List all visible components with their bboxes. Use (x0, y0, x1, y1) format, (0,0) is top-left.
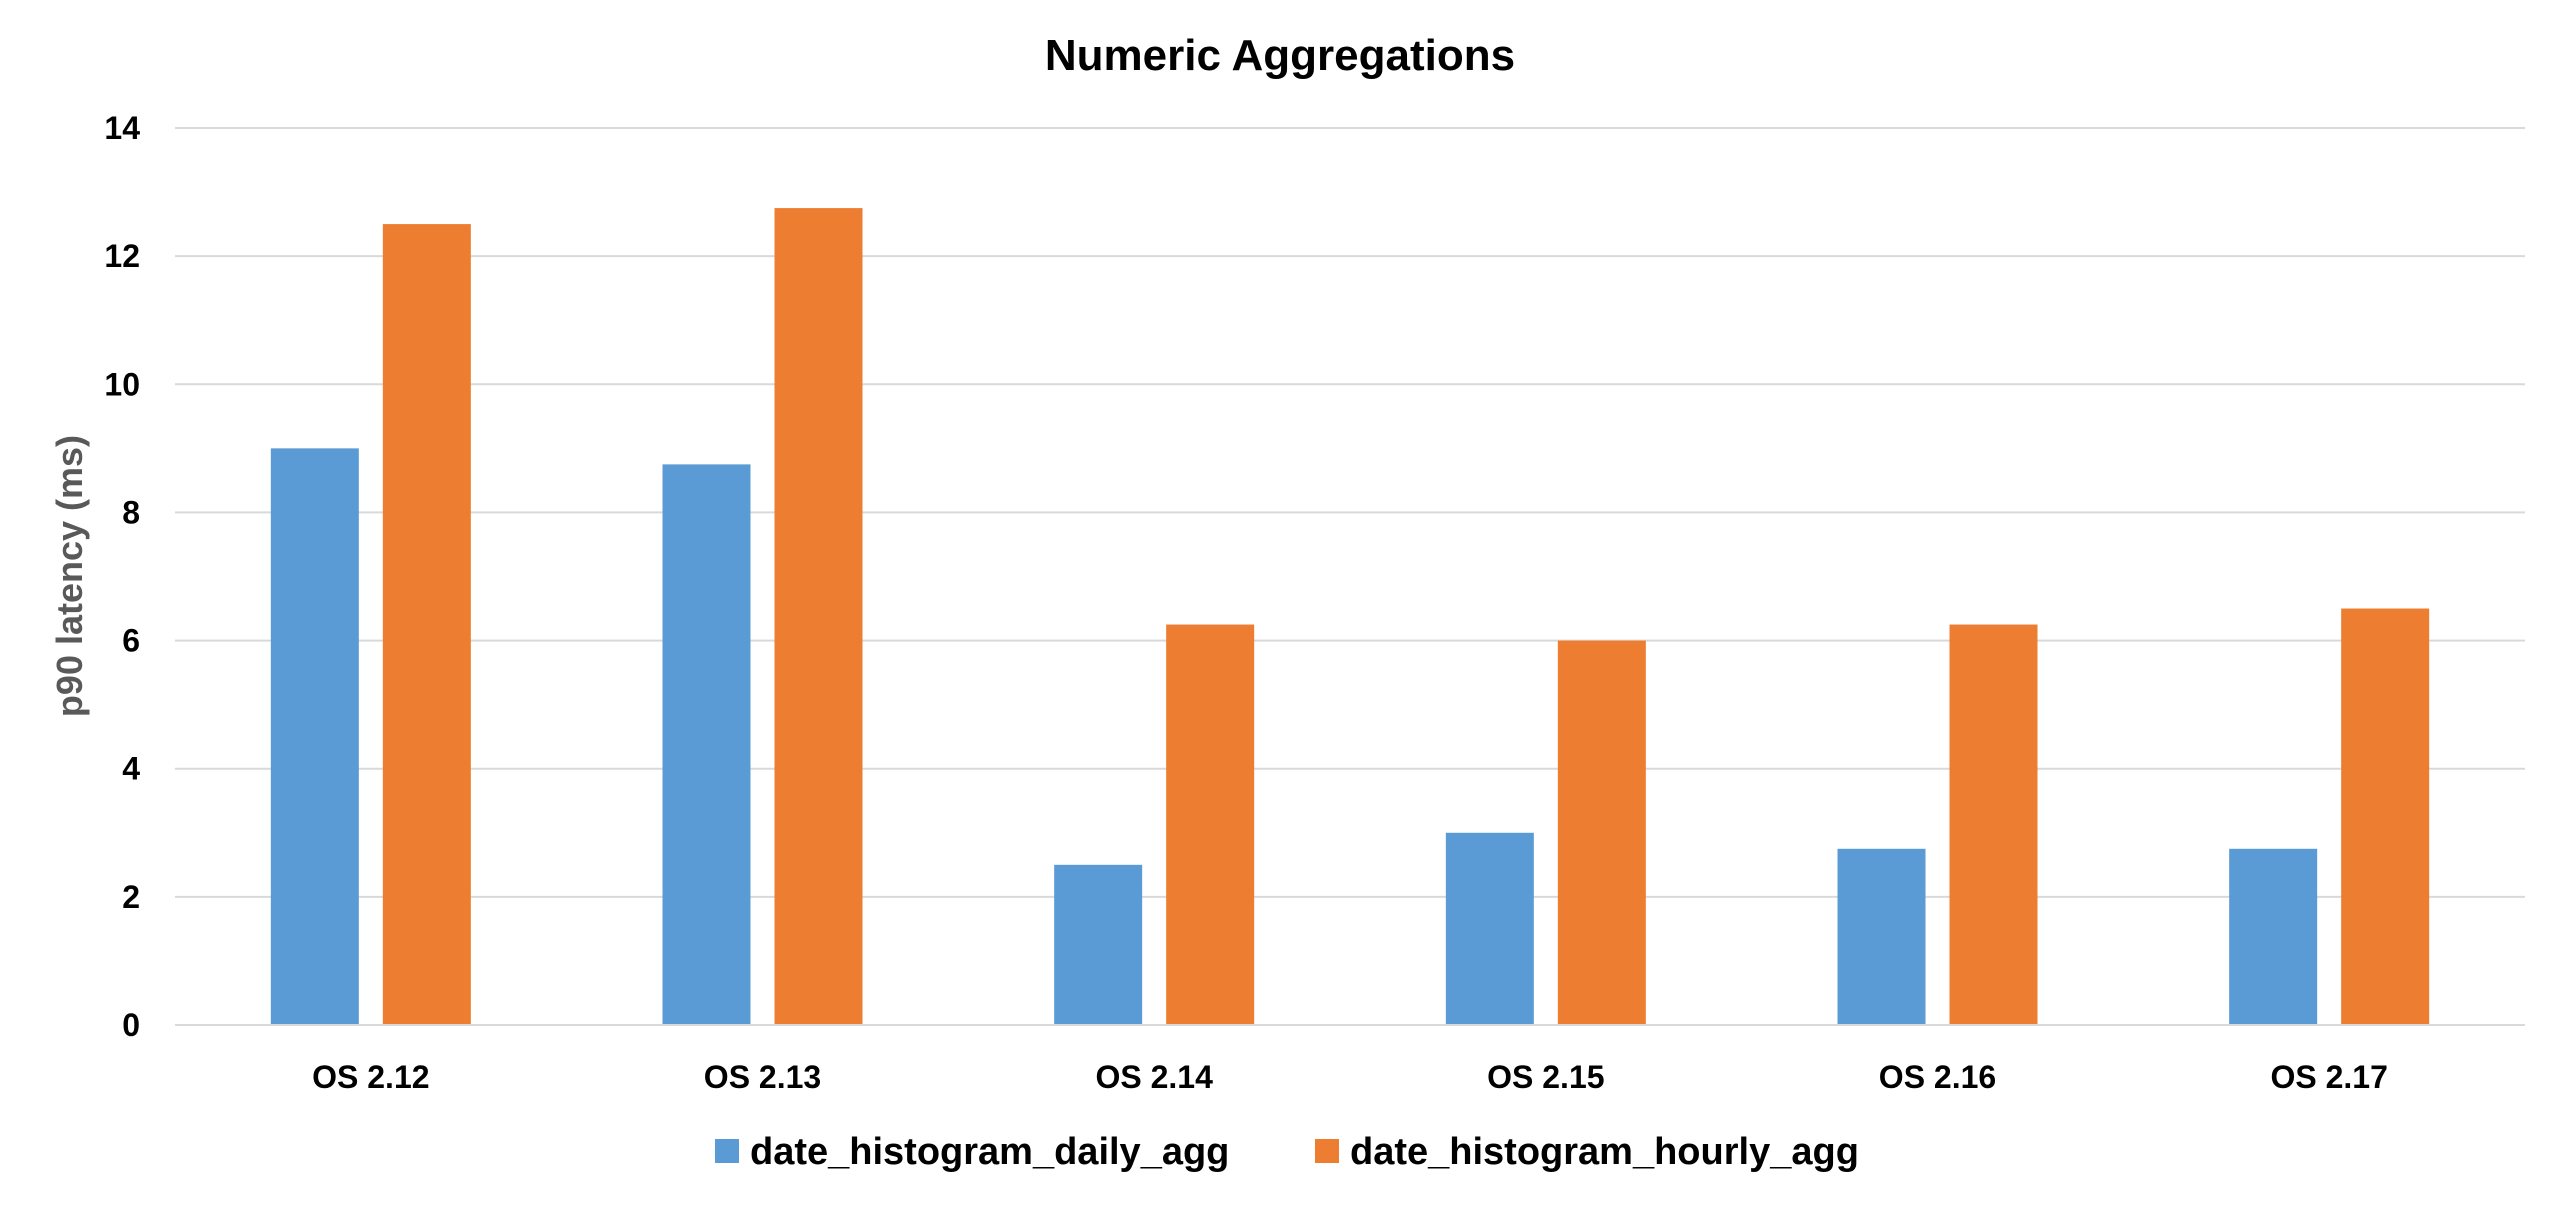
legend-swatch (715, 1139, 739, 1163)
bar-hourly-0 (382, 224, 471, 1025)
y-tick-label: 2 (122, 879, 140, 915)
bar-daily-2 (1054, 864, 1143, 1025)
x-tick-label: OS 2.12 (312, 1059, 429, 1095)
bar-daily-3 (1445, 832, 1534, 1025)
y-tick-label: 0 (122, 1007, 140, 1043)
y-tick-label: 4 (122, 751, 140, 787)
bar-hourly-4 (1949, 624, 2038, 1025)
y-tick-label: 8 (122, 494, 140, 530)
x-tick-label: OS 2.15 (1487, 1059, 1604, 1095)
bar-daily-4 (1837, 848, 1926, 1025)
x-tick-label: OS 2.13 (704, 1059, 821, 1095)
legend-swatch (1315, 1139, 1339, 1163)
y-tick-label: 12 (104, 238, 140, 274)
legend-label: date_histogram_hourly_agg (1350, 1131, 1859, 1173)
bar-daily-0 (270, 448, 359, 1025)
bar-daily-5 (2229, 848, 2318, 1025)
x-tick-label: OS 2.17 (2270, 1059, 2387, 1095)
y-axis-label: p90 latency (ms) (49, 435, 90, 717)
y-tick-label: 10 (104, 366, 140, 402)
bar-hourly-3 (1557, 640, 1646, 1025)
bar-hourly-1 (774, 208, 863, 1025)
x-tick-label: OS 2.16 (1879, 1059, 1996, 1095)
legend: date_histogram_daily_agg date_histogram_h… (715, 1131, 1859, 1173)
bar-hourly-5 (2341, 608, 2430, 1025)
gridlines (175, 127, 2525, 898)
y-tick-label: 14 (104, 110, 140, 146)
bars (270, 208, 2430, 1025)
bar-daily-1 (662, 464, 751, 1025)
y-axis-ticks: 0 2 4 6 8 10 12 14 (104, 110, 140, 1043)
legend-label: date_histogram_daily_agg (750, 1131, 1229, 1173)
bar-hourly-2 (1166, 624, 1255, 1025)
chart-title: Numeric Aggregations (1045, 31, 1515, 80)
x-tick-label: OS 2.14 (1095, 1059, 1213, 1095)
x-axis-ticks: OS 2.12 OS 2.13 OS 2.14 OS 2.15 OS 2.16 OS 2.… (312, 1059, 2388, 1095)
y-tick-label: 6 (122, 623, 140, 659)
